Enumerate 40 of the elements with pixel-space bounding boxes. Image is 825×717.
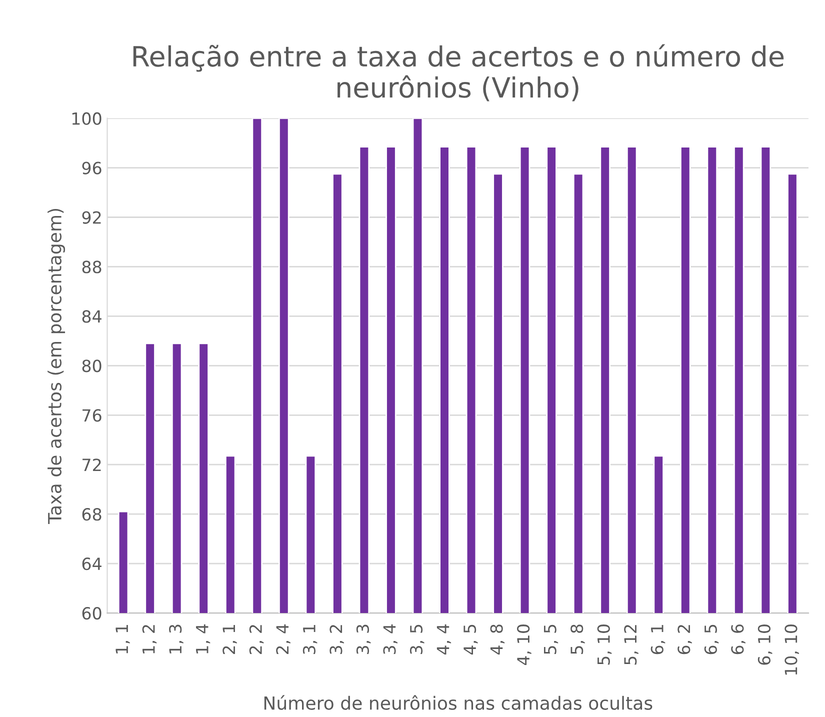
x-tick-label: 3, 5 <box>410 624 424 654</box>
x-tick-label: 1, 3 <box>169 624 184 654</box>
x-tick-label: 1, 1 <box>116 624 130 654</box>
y-tick-label: 92 <box>82 211 101 224</box>
x-tick-label: 6, 1 <box>650 624 666 654</box>
x-tick-label: 5, 5 <box>544 624 558 654</box>
x-tick-label: 6, 6 <box>731 624 746 654</box>
x-tick-label: 10, 10 <box>784 624 799 675</box>
x-tick-label: 1, 2 <box>142 625 157 654</box>
x-tick-label: 5, 8 <box>570 624 585 654</box>
x-tick-label: 3, 1 <box>302 624 318 654</box>
x-tick-label: 5, 10 <box>597 624 612 665</box>
x-tick-label: 6, 5 <box>704 624 719 654</box>
y-tick-label: 96 <box>82 162 102 174</box>
x-tick-label: 3, 4 <box>383 624 398 654</box>
x-tick-label: 6, 2 <box>678 625 692 654</box>
x-tick-label: 1, 4 <box>196 624 210 654</box>
x-tick-label: 2, 4 <box>276 624 290 654</box>
x-tick-label: 5, 12 <box>624 625 638 665</box>
y-tick-label: 88 <box>82 260 102 274</box>
x-tick-label: 4, 8 <box>490 624 505 654</box>
y-tick-label: 84 <box>82 310 102 323</box>
x-tick-label: 6, 10 <box>758 624 772 665</box>
y-tick-label: 72 <box>82 458 101 471</box>
x-axis-title: Número de neurônios nas camadas ocultas <box>264 695 652 710</box>
x-tick-label: 3, 2 <box>330 625 344 654</box>
chart-title: Relação entre a taxa de acertos e o número de neurônios (Vinho) <box>133 44 784 102</box>
x-tick-label: 3, 3 <box>356 624 371 654</box>
x-tick-label: 2, 2 <box>249 625 264 654</box>
y-tick-label: 80 <box>82 360 102 372</box>
y-tick-label: 76 <box>82 409 102 422</box>
y-tick-label: 64 <box>82 558 102 570</box>
y-tick-label: 100 <box>72 112 102 125</box>
y-tick-label: 68 <box>82 508 102 521</box>
y-axis-title: Taxa de acertos (em porcentagem) <box>48 208 66 524</box>
x-tick-label: 4, 5 <box>464 624 478 654</box>
x-tick-label: 4, 4 <box>436 624 452 654</box>
x-tick-label: 2, 1 <box>222 624 237 654</box>
y-tick-label: 60 <box>82 606 102 620</box>
x-tick-label: 4, 10 <box>517 624 532 666</box>
